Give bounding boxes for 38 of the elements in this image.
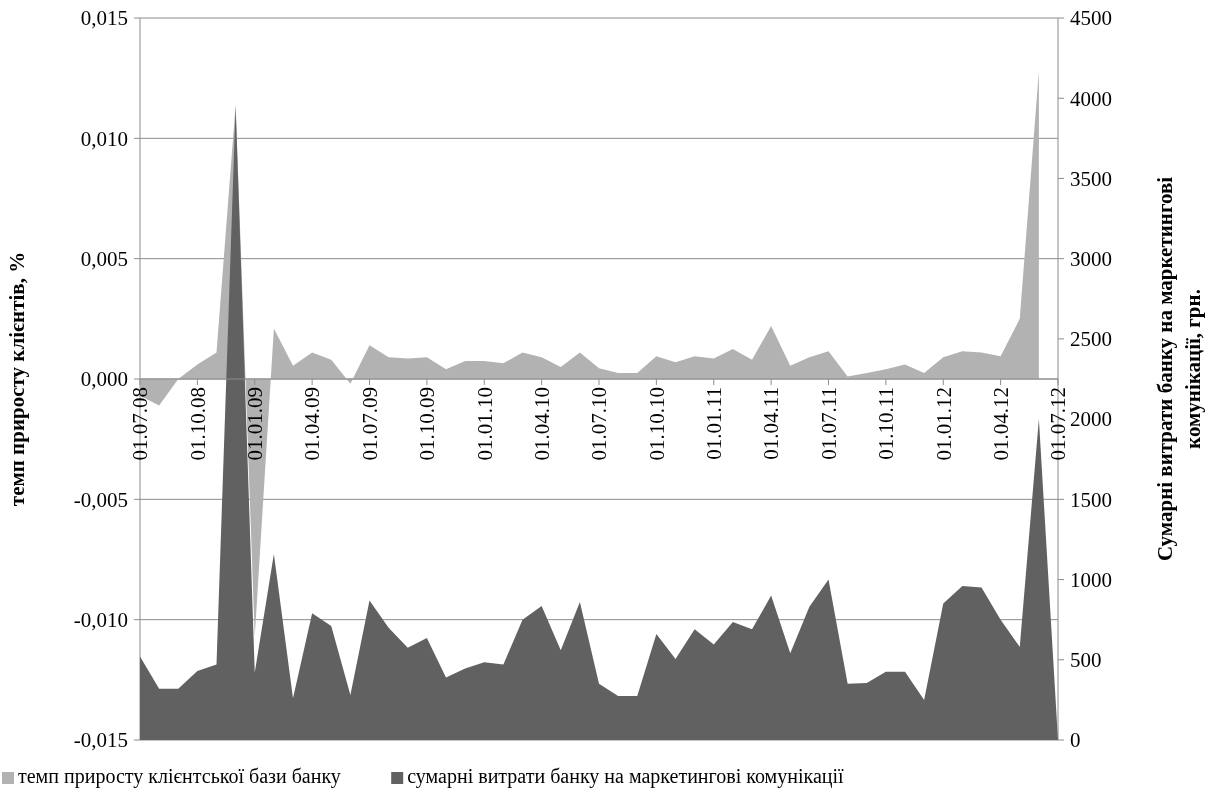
x-tick-label: 01.01.11 [702,387,727,460]
y2-tick-label: 1000 [1070,567,1112,592]
y2-tick-label: 2500 [1070,327,1112,352]
y2-tick-label: 2000 [1070,407,1112,432]
x-tick-label: 01.04.11 [759,387,784,460]
x-tick-label: 01.04.09 [300,387,325,461]
x-tick-label: 01.01.10 [472,387,497,461]
x-tick-label: 01.04.10 [529,387,554,461]
y2-tick-label: 500 [1070,648,1102,673]
y2-tick-label: 4500 [1070,6,1112,31]
y2-tick-label: 3500 [1070,166,1112,191]
y-tick-label: 0,010 [80,126,128,151]
y2-tick-label: 4000 [1070,86,1112,111]
y2-axis-title: Сумарні витрати банку на маркетингові комунікації, грн. [1153,176,1205,562]
x-tick-label: 01.07.10 [587,387,612,461]
x-tick-label: 01.01.12 [931,387,956,461]
x-tick-label: 01.10.09 [415,387,440,461]
y2-tick-label: 1500 [1070,487,1112,512]
x-tick-label: 01.04.12 [988,387,1013,461]
x-tick-label: 01.07.08 [128,387,153,461]
legend-label: темп приросту клієнтської бази банку [18,765,341,788]
y2-tick-label: 0 [1070,728,1081,753]
x-tick-label: 01.10.11 [874,387,899,460]
y-tick-label: -0,015 [73,728,128,753]
x-tick-label: 01.07.09 [357,387,382,461]
x-tick-label: 01.01.09 [243,387,268,461]
legend-label: сумарні витрати банку на маркетингові комунікації [407,765,845,788]
y-tick-label: 0,000 [80,367,128,392]
y-tick-label: -0,010 [73,608,128,633]
y-tick-label: -0,005 [73,487,128,512]
y2-tick-label: 3000 [1070,247,1112,272]
x-tick-label: 01.10.08 [185,387,210,461]
x-tick-label: 01.07.11 [816,387,841,460]
x-tick-label: 01.10.10 [644,387,669,461]
y-tick-label: 0,005 [80,247,128,272]
y-axis-title: темп приросту клієнтів, % [5,251,29,507]
x-tick-label: 01.07.12 [1046,387,1071,461]
y-tick-label: 0,015 [80,6,128,31]
